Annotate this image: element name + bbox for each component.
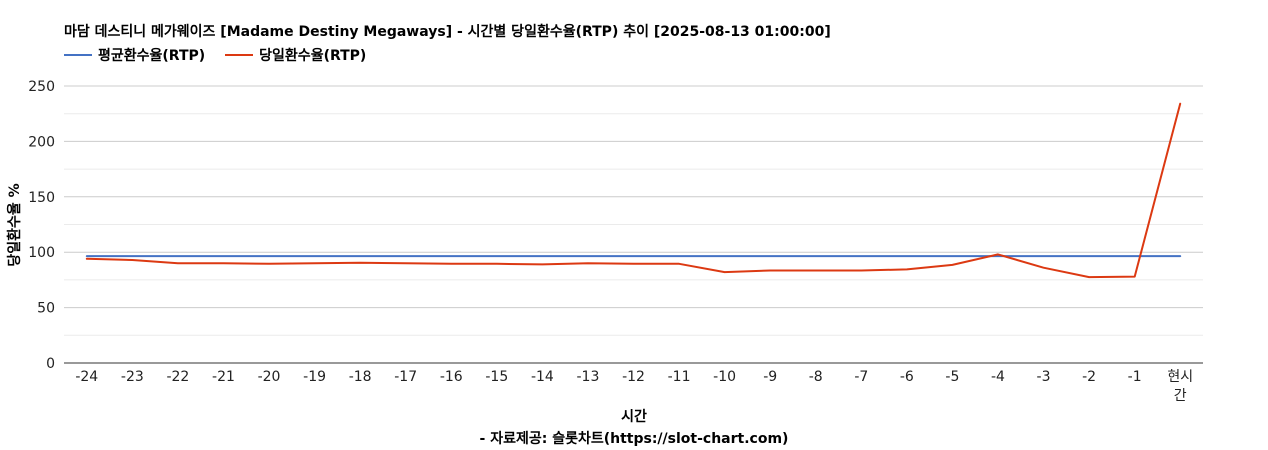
x-tick-label: -11 bbox=[668, 369, 691, 385]
y-tick-label: 0 bbox=[46, 356, 55, 372]
legend-item-daily-rtp[interactable]: 당일환수율(RTP) bbox=[225, 45, 366, 65]
legend: 평균환수율(RTP) 당일환수율(RTP) bbox=[64, 46, 386, 64]
y-tick-label: 200 bbox=[28, 134, 55, 150]
x-tick-label: -13 bbox=[577, 369, 600, 385]
x-tick-label: -20 bbox=[258, 369, 281, 385]
legend-swatch-average-rtp bbox=[64, 54, 92, 56]
x-tick-label: -1 bbox=[1128, 369, 1142, 385]
x-tick-label: -10 bbox=[713, 369, 736, 385]
y-axis-label: 당일환수율 % bbox=[7, 183, 23, 267]
source-credit: - 자료제공: 슬롯차트(https://slot-chart.com) bbox=[479, 431, 789, 447]
x-tick-label: -14 bbox=[531, 369, 554, 385]
x-tick-label: -5 bbox=[945, 369, 959, 385]
x-tick-label: -6 bbox=[900, 369, 914, 385]
x-tick-label: -9 bbox=[763, 369, 777, 385]
x-tick-label: -2 bbox=[1082, 369, 1096, 385]
x-tick-label: -16 bbox=[440, 369, 463, 385]
x-tick-label: -21 bbox=[212, 369, 235, 385]
legend-label-daily-rtp: 당일환수율(RTP) bbox=[259, 48, 367, 64]
y-tick-label: 150 bbox=[28, 190, 55, 206]
x-tick-label: 현시 간 bbox=[1167, 369, 1193, 404]
x-tick-label: -4 bbox=[991, 369, 1005, 385]
series-line-daily-rtp bbox=[85, 102, 1182, 279]
y-tick-label: 50 bbox=[37, 301, 55, 317]
x-tick-label: -15 bbox=[485, 369, 508, 385]
y-tick-label: 250 bbox=[28, 79, 55, 95]
legend-item-average-rtp[interactable]: 평균환수율(RTP) bbox=[64, 45, 205, 65]
x-tick-label: -3 bbox=[1037, 369, 1051, 385]
x-tick-label: -12 bbox=[622, 369, 645, 385]
y-tick-label: 100 bbox=[28, 245, 55, 261]
x-tick-label: -17 bbox=[394, 369, 417, 385]
x-tick-label: -7 bbox=[854, 369, 868, 385]
chart-title: 마담 데스티니 메가웨이즈 [Madame Destiny Megaways] … bbox=[64, 24, 831, 40]
x-tick-label: -22 bbox=[166, 369, 189, 385]
legend-swatch-daily-rtp bbox=[225, 54, 254, 56]
legend-label-average-rtp: 평균환수율(RTP) bbox=[98, 48, 206, 64]
x-tick-label: -19 bbox=[303, 369, 326, 385]
x-tick-label: -8 bbox=[809, 369, 823, 385]
x-tick-label: -18 bbox=[349, 369, 372, 385]
x-axis-label: 시간 bbox=[621, 409, 647, 425]
x-tick-label: -24 bbox=[75, 369, 98, 385]
x-tick-label: -23 bbox=[121, 369, 144, 385]
